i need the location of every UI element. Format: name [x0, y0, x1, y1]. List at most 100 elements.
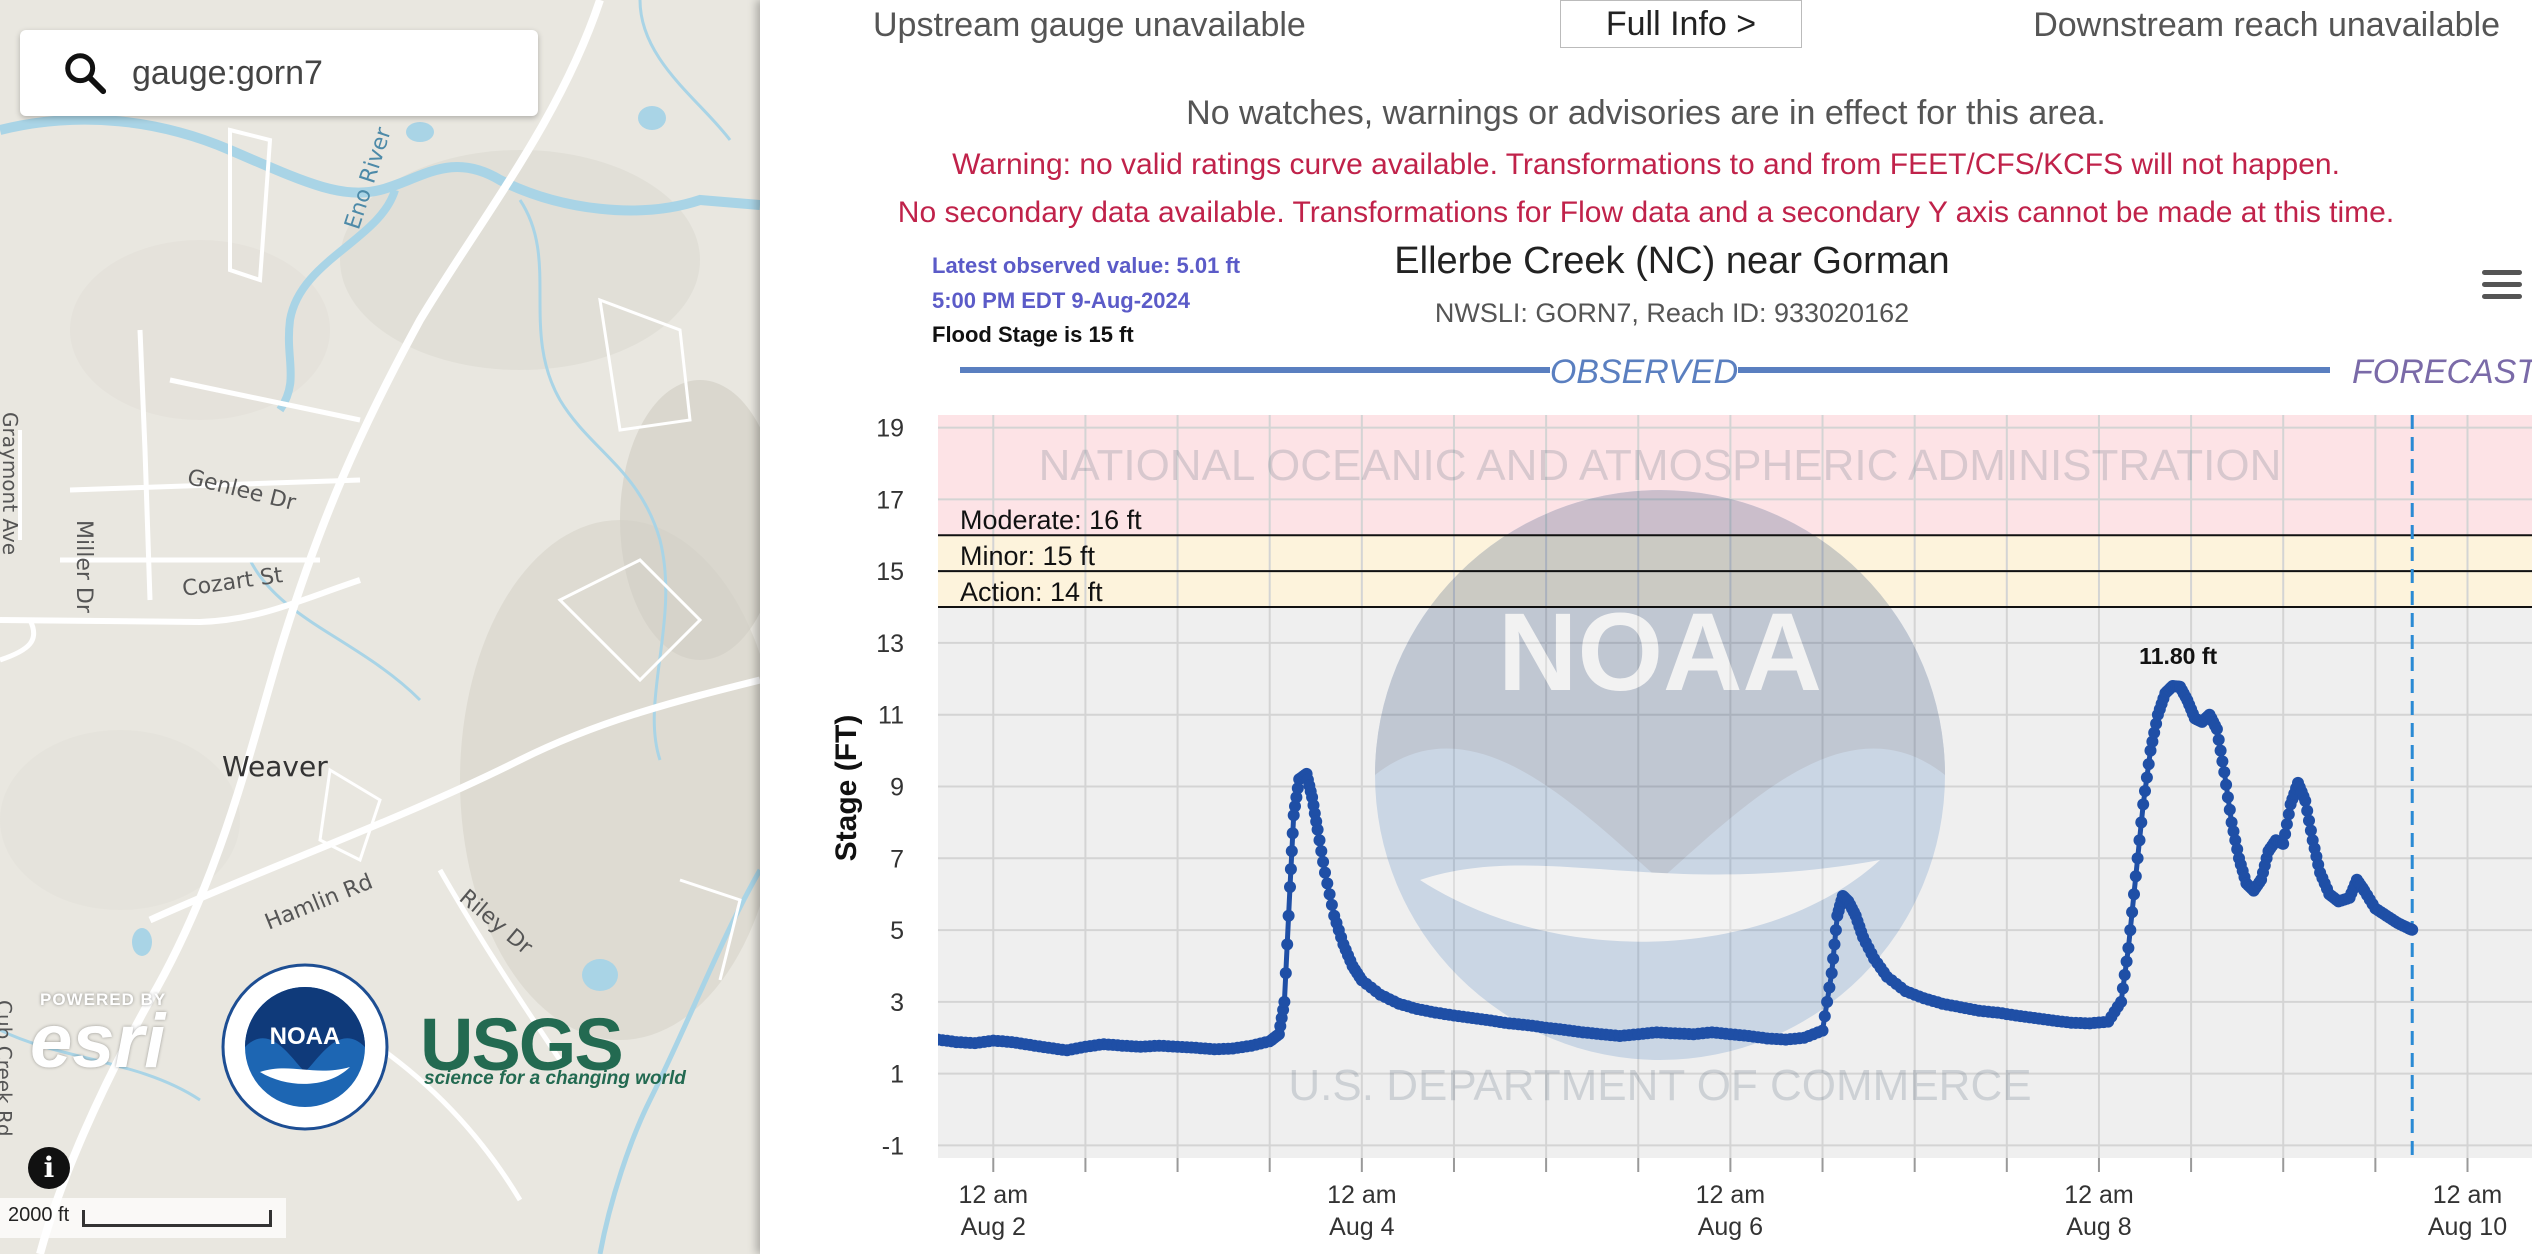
data-point: [1286, 827, 1299, 840]
observed-stage-points: [938, 680, 2419, 1057]
data-point: [1287, 809, 1300, 822]
full-info-button[interactable]: Full Info >: [1560, 0, 1802, 48]
data-point: [1311, 823, 1324, 836]
threshold-label: Minor: 15 ft: [960, 541, 1096, 571]
data-point: [2137, 798, 2150, 811]
data-point: [2277, 837, 2290, 850]
info-icon: i: [43, 1151, 55, 1184]
data-point: [1282, 909, 1295, 922]
y-tick-label: 13: [876, 630, 904, 658]
ratings-curve-warning: Warning: no valid ratings curve availabl…: [952, 148, 2340, 181]
forecast-label: FORECAST: [2352, 353, 2532, 391]
data-point: [1821, 995, 1834, 1008]
noaa-watermark-icon: NOAA NATIONAL OCEANIC AND ATMOSPHERIC AD…: [1039, 441, 2282, 1110]
data-point: [2280, 818, 2293, 831]
y-tick-label: 19: [876, 415, 904, 443]
map-view[interactable]: Genlee Dr Miller Dr Cozart St Hamlin Rd …: [0, 0, 760, 1254]
svg-text:U.S. DEPARTMENT OF COMMERCE: U.S. DEPARTMENT OF COMMERCE: [1288, 1061, 2031, 1110]
street-label-miller: Miller Dr: [71, 520, 96, 613]
search-input[interactable]: [130, 52, 514, 94]
svg-text:NOAA: NOAA: [1498, 591, 1822, 714]
data-point: [1325, 898, 1338, 911]
x-tick-time: 12 am: [2064, 1181, 2133, 1209]
data-point: [1279, 967, 1292, 980]
data-point: [1823, 981, 1836, 994]
threshold-label: Moderate: 16 ft: [960, 505, 1142, 535]
chart-menu-icon[interactable]: [2482, 268, 2522, 302]
usgs-wordmark: USGS: [420, 1003, 624, 1086]
map-scale-bar: 2000 ft: [0, 1198, 286, 1238]
flood-thresholds: Action: 14 ft Minor: 15 ft Moderate: 16 ft: [938, 505, 2532, 609]
data-point: [2216, 755, 2229, 768]
y-tick-label: 17: [876, 486, 904, 514]
gauge-info-panel: Upstream gauge unavailable Full Info > D…: [760, 0, 2532, 1254]
flood-stage-text: Flood Stage is 15 ft: [932, 322, 1134, 347]
secondary-data-warning: No secondary data available. Transformat…: [897, 196, 2395, 229]
map-basemap[interactable]: [0, 0, 760, 1254]
data-point: [2124, 924, 2137, 937]
place-label-weaver: Weaver: [222, 750, 328, 783]
data-point: [1827, 952, 1840, 965]
data-point: [1289, 800, 1301, 813]
search-box[interactable]: [20, 30, 538, 116]
info-button[interactable]: i: [28, 1147, 70, 1189]
y-tick-label: 1: [890, 1061, 904, 1089]
y-tick-label: -1: [882, 1132, 904, 1160]
y-tick-label: 3: [890, 989, 904, 1017]
data-point: [2148, 726, 2161, 739]
data-point: [2221, 791, 2234, 804]
noaa-logo-icon: NOAA: [221, 963, 389, 1131]
scale-bar-line: [82, 1210, 272, 1227]
data-point: [1828, 938, 1841, 951]
data-point: [2128, 888, 2140, 901]
data-point: [1818, 1010, 1831, 1023]
latest-observed-value: Latest observed value: 5.01 ft: [932, 253, 1241, 278]
chart-title: Ellerbe Creek (NC) near Gorman: [1394, 240, 1949, 282]
y-tick-label: 11: [878, 702, 904, 730]
data-point: [2303, 814, 2315, 827]
data-point: [1285, 845, 1298, 858]
data-point: [1323, 888, 1336, 901]
x-tick-date: Aug 6: [1698, 1213, 1763, 1240]
data-point: [2218, 766, 2231, 779]
observed-label: OBSERVED: [1550, 353, 1738, 391]
y-tick-label: 7: [890, 845, 904, 873]
data-point: [2229, 834, 2242, 847]
data-point: [1284, 881, 1296, 893]
data-point: [2116, 982, 2129, 995]
data-point: [2150, 717, 2163, 730]
data-point: [1291, 782, 1304, 795]
data-point: [1319, 866, 1331, 879]
data-point: [1315, 845, 1328, 858]
x-tick-time: 12 am: [959, 1181, 1028, 1209]
downstream-reach-text[interactable]: Downstream reach unavailable: [2033, 6, 2500, 44]
x-tick-time: 12 am: [1327, 1181, 1396, 1209]
usgs-tagline: science for a changing world: [424, 1068, 686, 1089]
x-tick-date: Aug 4: [1329, 1213, 1394, 1240]
data-point: [1281, 938, 1294, 951]
x-tick-time: 12 am: [1696, 1181, 1765, 1209]
data-point: [2223, 803, 2236, 816]
data-point: [1825, 967, 1838, 980]
data-point: [1278, 995, 1291, 1008]
data-point: [2231, 843, 2244, 856]
data-point: [2144, 744, 2157, 757]
threshold-label: Action: 14 ft: [960, 577, 1103, 607]
search-icon[interactable]: [62, 50, 108, 96]
x-tick-time: 12 am: [2433, 1181, 2502, 1209]
x-axis-ticks: 12 am Aug 2 12 am Aug 4 12 am Aug 6 12 am Aug 8…: [959, 1181, 2508, 1240]
data-point: [1317, 855, 1330, 868]
data-point: [2301, 804, 2314, 817]
svg-text:NOAA: NOAA: [270, 1023, 341, 1050]
data-point: [2120, 955, 2133, 968]
x-tick-date: Aug 10: [2428, 1213, 2507, 1240]
upstream-gauge-text[interactable]: Upstream gauge unavailable: [873, 6, 1306, 44]
hydrograph-chart[interactable]: NOAA NATIONAL OCEANIC AND ATMOSPHERIC AD…: [760, 240, 2532, 1240]
data-point: [2304, 824, 2317, 837]
data-point: [1321, 877, 1334, 890]
data-point: [2129, 870, 2142, 883]
moderate-band: [938, 415, 2532, 536]
data-point: [2131, 852, 2144, 865]
no-watches-message: No watches, warnings or advisories are i…: [1186, 94, 2106, 132]
data-point: [2210, 723, 2223, 736]
